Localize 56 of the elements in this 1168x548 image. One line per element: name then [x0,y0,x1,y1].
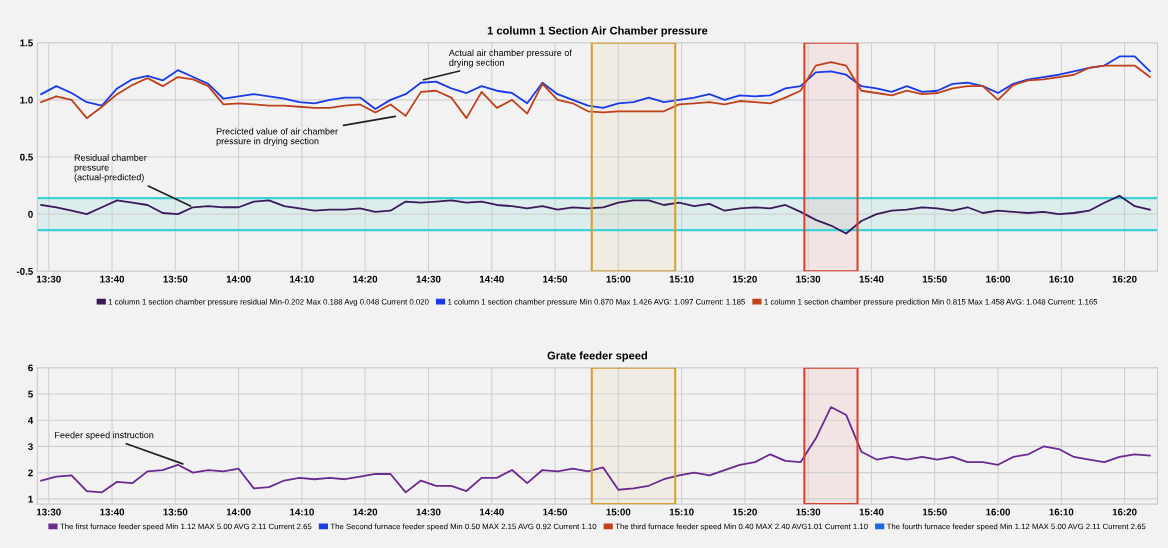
x-tick-label: 16:00 [986,508,1011,516]
annotation: Actual air chamber pressure of drying section [448,49,572,68]
line-series [40,61,1151,120]
x-tick-label: 15:10 [669,508,694,516]
y-tick-label: 1 [28,495,33,503]
y-tick-label: 1.0 [20,96,33,104]
y-tick-label: -0.5 [16,267,33,275]
x-tick-label: 15:20 [733,275,757,283]
annotation: Feeder speed instruction [55,431,154,441]
x-tick-label: 15:40 [859,275,884,283]
x-tick-label: 15:50 [922,275,947,283]
y-tick-label: 0 [28,210,33,218]
line-series [40,194,1151,235]
x-tick-label: 15:40 [859,508,884,516]
chart-title: Grate feeder speed [547,351,648,362]
x-tick-label: 13:40 [100,508,125,516]
x-tick-label: 16:10 [1049,508,1074,516]
annotation: Residual chamber pressure (actual-predicted) [74,154,147,183]
x-tick-label: 14:50 [543,508,568,516]
y-tick-label: 0.5 [20,153,33,161]
y-tick-label: 4 [27,417,34,424]
x-tick-label: 13:30 [36,508,61,516]
x-tick-label: 14:10 [290,275,314,283]
x-tick-label: 14:50 [543,275,568,283]
x-tick-label: 14:30 [416,508,441,516]
x-tick-label: 13:30 [36,275,61,283]
x-tick-label: 16:20 [1112,275,1137,283]
x-tick-label: 15:50 [922,508,947,516]
x-tick-label: 15:10 [669,275,694,283]
x-tick-label: 13:50 [163,508,188,516]
x-tick-label: 15:00 [606,275,631,283]
x-tick-label: 16:10 [1049,275,1074,283]
x-tick-label: 15:00 [606,508,631,516]
line-series [40,406,1151,494]
x-tick-label: 16:00 [986,275,1011,283]
y-tick-label: 5 [28,390,33,398]
y-tick-label: 1.5 [20,39,33,47]
x-tick-label: 13:50 [163,275,188,283]
x-tick-label: 14:40 [479,508,504,516]
annotation: Precicted value of air chamber pressure in drying section [216,127,338,147]
x-tick-label: 14:20 [353,508,378,516]
x-tick-label: 14:00 [226,275,251,283]
x-tick-label: 15:30 [796,275,821,283]
x-tick-label: 14:30 [416,275,441,283]
x-tick-label: 14:20 [353,275,378,283]
x-tick-label: 15:20 [733,508,757,516]
y-tick-label: 3 [28,443,33,451]
x-tick-label: 14:40 [479,275,504,283]
y-tick-label: 2 [28,469,33,477]
y-tick-label: 6 [28,364,33,372]
x-tick-label: 14:00 [226,508,251,516]
x-tick-label: 16:20 [1112,508,1137,516]
x-tick-label: 13:40 [100,275,125,283]
x-tick-label: 15:30 [796,508,821,516]
chart-title: 1 column 1 Section Air Chamber pressure [487,26,708,37]
x-tick-label: 14:10 [290,508,314,516]
